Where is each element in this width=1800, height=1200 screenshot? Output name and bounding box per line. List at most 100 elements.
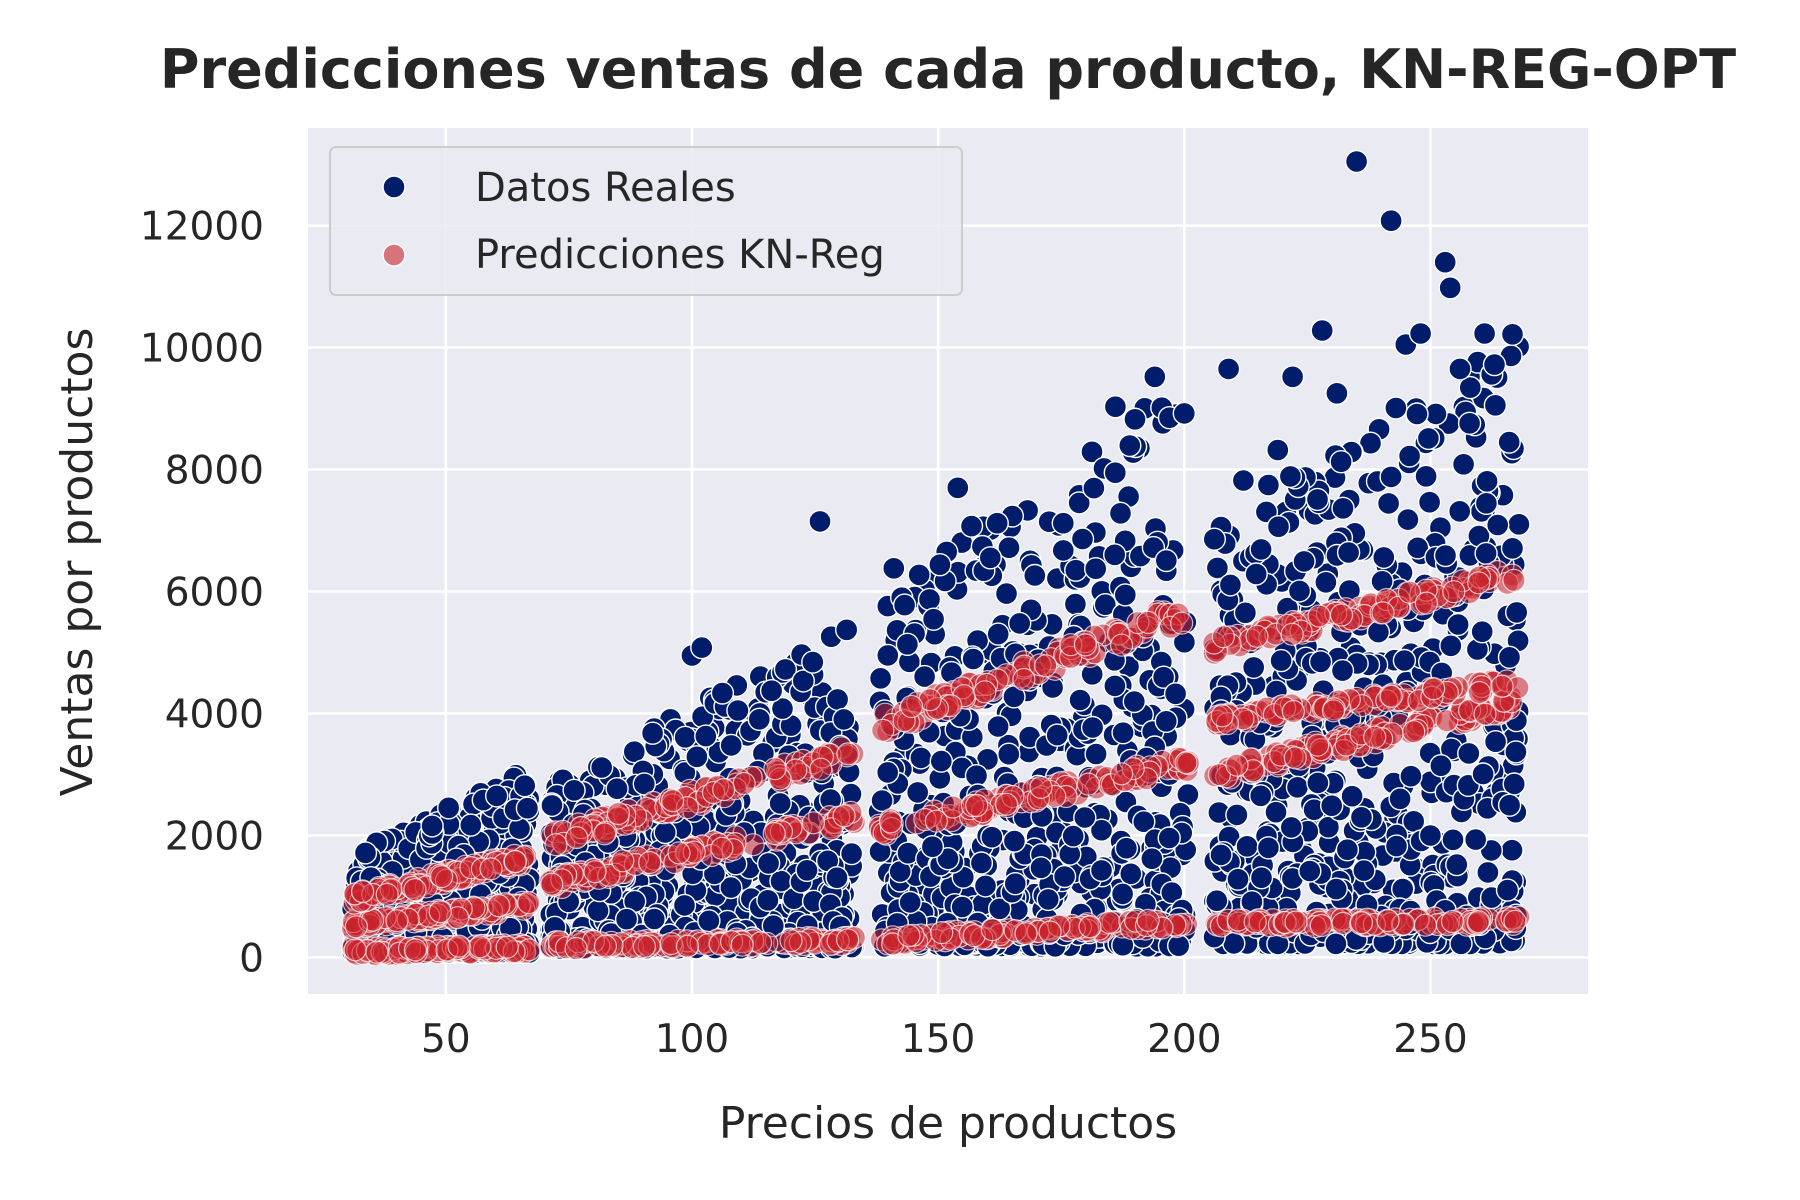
real-data-point xyxy=(1122,689,1147,714)
real-data-point xyxy=(1103,461,1128,485)
real-data-point xyxy=(1472,321,1497,346)
prediction-point xyxy=(1073,633,1098,657)
real-data-point xyxy=(1483,393,1508,417)
real-data-point xyxy=(1447,499,1472,523)
real-data-point xyxy=(985,511,1009,535)
real-data-point xyxy=(1446,612,1470,637)
real-data-point xyxy=(1285,775,1310,799)
real-data-point xyxy=(756,851,781,876)
real-data-point xyxy=(1114,836,1139,860)
prediction-point xyxy=(479,857,503,881)
real-data-point xyxy=(672,893,697,918)
prediction-point xyxy=(1076,772,1100,796)
real-data-point xyxy=(1218,573,1243,597)
real-data-point xyxy=(929,749,953,773)
prediction-point xyxy=(495,935,519,959)
real-data-point xyxy=(1064,558,1088,582)
real-data-point xyxy=(1416,426,1441,451)
real-data-point xyxy=(870,788,894,813)
prediction-point xyxy=(1283,746,1307,770)
prediction-point xyxy=(447,934,471,958)
real-data-point xyxy=(1089,818,1114,842)
real-data-point xyxy=(1438,276,1462,300)
real-data-point xyxy=(1500,838,1524,862)
prediction-point xyxy=(1097,910,1121,935)
real-data-point xyxy=(1433,250,1457,274)
real-data-point xyxy=(1241,655,1266,680)
real-data-point xyxy=(1457,411,1482,435)
real-data-point xyxy=(808,509,832,534)
real-data-point xyxy=(898,890,922,915)
prediction-point xyxy=(832,804,856,828)
real-data-point xyxy=(1256,836,1281,860)
real-data-point xyxy=(1458,375,1483,400)
real-data-point xyxy=(673,725,697,749)
prediction-point xyxy=(1413,913,1438,937)
real-data-point xyxy=(1408,321,1433,346)
real-data-point xyxy=(876,760,900,785)
legend-label-prediction: Predicciones KN-Reg xyxy=(475,232,885,278)
real-data-point xyxy=(1336,540,1361,565)
prediction-point xyxy=(980,918,1005,942)
real-data-point xyxy=(791,669,815,693)
prediction-point xyxy=(564,936,588,961)
x-tick-label: 250 xyxy=(1393,1017,1467,1062)
real-data-point xyxy=(1067,491,1091,515)
real-data-point xyxy=(1202,527,1227,551)
real-data-point xyxy=(1417,490,1442,514)
real-data-point xyxy=(1388,787,1412,811)
real-data-point xyxy=(1166,934,1191,958)
prediction-point xyxy=(1467,680,1492,705)
prediction-point xyxy=(801,811,826,835)
real-data-point xyxy=(946,476,970,500)
real-data-point xyxy=(1266,515,1291,539)
real-data-point xyxy=(590,755,614,780)
real-data-point xyxy=(1045,723,1069,747)
real-data-point xyxy=(756,888,780,912)
prediction-point xyxy=(1014,922,1038,946)
real-data-point xyxy=(801,650,825,674)
prediction-point xyxy=(1170,611,1194,635)
real-data-point xyxy=(1080,715,1105,740)
real-data-point xyxy=(1002,829,1027,853)
real-data-point xyxy=(1084,742,1108,766)
real-data-point xyxy=(868,666,893,690)
prediction-point xyxy=(1012,667,1036,692)
real-data-point xyxy=(1143,365,1167,389)
real-data-point xyxy=(437,796,461,820)
real-data-point xyxy=(1399,764,1423,788)
real-data-point xyxy=(1061,824,1085,848)
real-data-point xyxy=(988,897,1012,921)
x-tick-label: 200 xyxy=(1147,1017,1221,1062)
prediction-point xyxy=(1371,601,1395,625)
real-data-point xyxy=(1429,754,1453,778)
real-data-point xyxy=(768,791,792,816)
real-data-point xyxy=(978,546,1002,570)
real-data-point xyxy=(1314,570,1338,594)
real-data-point xyxy=(1118,433,1142,458)
real-data-point xyxy=(961,647,985,671)
x-tick-label: 150 xyxy=(901,1017,975,1062)
real-data-point xyxy=(1269,648,1293,673)
prediction-point xyxy=(1473,702,1497,726)
real-data-point xyxy=(997,742,1021,766)
real-data-point xyxy=(1483,730,1508,754)
real-data-point xyxy=(1287,579,1312,603)
real-data-point xyxy=(642,907,666,931)
prediction-point xyxy=(994,792,1019,816)
real-data-point xyxy=(912,664,937,689)
prediction-point xyxy=(1306,733,1330,757)
prediction-point xyxy=(667,841,691,865)
real-data-point xyxy=(1008,611,1032,636)
prediction-point xyxy=(973,680,997,704)
prediction-point xyxy=(1421,676,1446,701)
prediction-point xyxy=(1363,725,1387,749)
real-data-point xyxy=(1324,932,1348,956)
real-data-point xyxy=(1305,487,1330,512)
y-tick-label: 0 xyxy=(239,936,264,981)
real-data-point xyxy=(795,858,819,882)
real-data-point xyxy=(1249,866,1274,890)
real-data-point xyxy=(1329,450,1353,474)
real-data-point xyxy=(1244,562,1268,586)
real-data-point xyxy=(1340,784,1364,808)
